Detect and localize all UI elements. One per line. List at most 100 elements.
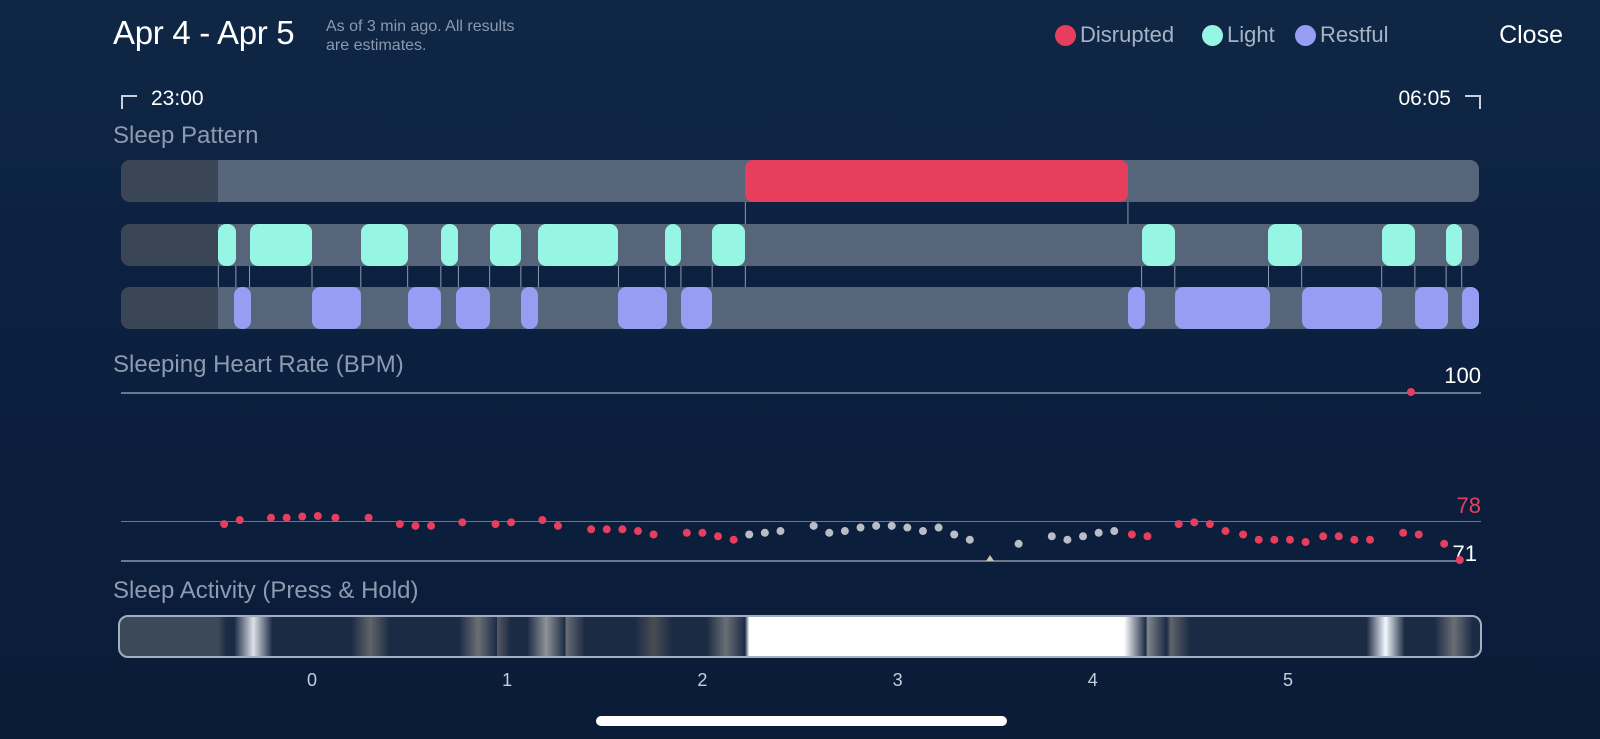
light-segment [489,224,521,266]
light-segment [440,224,459,266]
x-tick-label: 5 [1282,670,1294,690]
hr-point [1079,532,1088,541]
light-segment [712,224,746,266]
hr-point-disrupted [698,528,707,537]
hr-point-disrupted [507,518,516,527]
hr-point [1047,532,1056,541]
hr-point-disrupted [1440,539,1449,548]
light-segment [360,224,408,266]
hr-point [903,523,912,532]
heart-rate-label: Sleeping Heart Rate (BPM) [113,351,404,378]
hr-point [918,527,927,536]
hr-point-disrupted [1414,530,1423,539]
hr-point [887,521,896,530]
light-segment [1141,224,1175,266]
x-tick-label: 3 [892,670,903,690]
hr-point-disrupted [1319,532,1328,541]
hr-point-disrupted [729,535,738,544]
legend-restful: Restful [1295,22,1388,48]
light-segment [1381,224,1415,266]
restful-segment [1461,287,1480,329]
status-note: As of 3 min ago. All results are estimat… [326,17,576,55]
hr-point-disrupted [1301,538,1310,547]
hr-point-disrupted [1399,528,1408,537]
hr-point-disrupted [1190,518,1199,527]
hr-point [965,535,974,544]
hr-point-disrupted [1334,532,1343,541]
restful-segment [1301,287,1382,329]
hr-point-disrupted [714,532,723,541]
disrupted-segment [745,160,1128,202]
hr-point [1094,528,1103,537]
restful-segment [1414,287,1449,329]
hr-point [934,523,943,532]
restful-segment [1127,287,1146,329]
hr-point-disrupted [1221,527,1230,536]
hr-point [840,527,849,536]
restful-segment [407,287,441,329]
hr-point-disrupted [1127,530,1136,539]
disrupted-track [121,160,1479,202]
start-time: 23:00 [121,87,204,111]
hr-point [776,527,785,536]
end-time-label: 06:05 [1398,87,1451,110]
hr-point-disrupted [618,525,627,534]
hr-point [760,528,769,537]
legend-label: Restful [1320,22,1389,47]
light-dot-icon [1202,24,1223,46]
hr-min-line [121,560,1461,562]
hr-point [809,521,818,530]
light-segment [249,224,312,266]
hr-point-disrupted [313,511,322,520]
close-button[interactable]: Close [1499,21,1563,49]
hr-point [1110,527,1119,536]
hr-min-value: 71 [1452,541,1477,566]
light-segment [1446,224,1462,266]
hr-point-disrupted [1350,535,1359,544]
restful-segment [618,287,668,329]
hr-point [856,523,865,532]
track-lead [121,224,218,266]
x-tick-label: 1 [502,670,513,690]
home-indicator [596,716,1007,726]
hr-point-disrupted [1254,535,1263,544]
x-tick-label: 0 [306,670,318,690]
legend-label: Disrupted [1080,22,1175,47]
restful-segment [233,287,252,329]
hr-point-disrupted [298,512,307,521]
light-track [121,224,1479,266]
light-segment [538,224,619,266]
hr-avg-line [121,521,1481,522]
legend-light: Light [1202,22,1275,48]
restful-segment [680,287,713,329]
hr-point [950,530,959,539]
legend-label: Light [1227,22,1275,47]
hr-point-disrupted [1285,535,1294,544]
hr-point-disrupted [1365,535,1374,544]
restful-segment [520,287,539,329]
status-note-line-2: are estimates. [326,37,427,54]
hr-point-disrupted [682,528,691,537]
page-title: Apr 4 - Apr 5 [113,14,295,51]
hr-point-disrupted [649,530,658,539]
sleep-pattern-label: Sleep Pattern [113,122,259,149]
hr-point [872,521,881,530]
hr-point [1014,539,1023,548]
start-bracket-icon [121,95,137,109]
sleep-activity-label: Sleep Activity (Press & Hold) [113,577,419,604]
hr-point-disrupted [587,525,596,534]
hr-avg-value: 78 [1456,493,1481,518]
hr-max-value: 100 [1444,363,1481,388]
x-tick-label: 4 [1087,670,1098,690]
light-segment [665,224,681,266]
sleep-activity-bar[interactable] [118,615,1482,658]
hr-point-disrupted [1143,532,1152,541]
start-time-label: 23:00 [151,87,204,110]
hr-point-disrupted [458,518,467,527]
status-note-line-1: As of 3 min ago. All results [326,18,515,35]
hr-point-disrupted [1270,535,1279,544]
hr-point-disrupted [411,521,420,530]
restful-segment [312,287,361,329]
hr-point-disrupted [633,527,642,536]
hr-point-disrupted [1239,530,1248,539]
